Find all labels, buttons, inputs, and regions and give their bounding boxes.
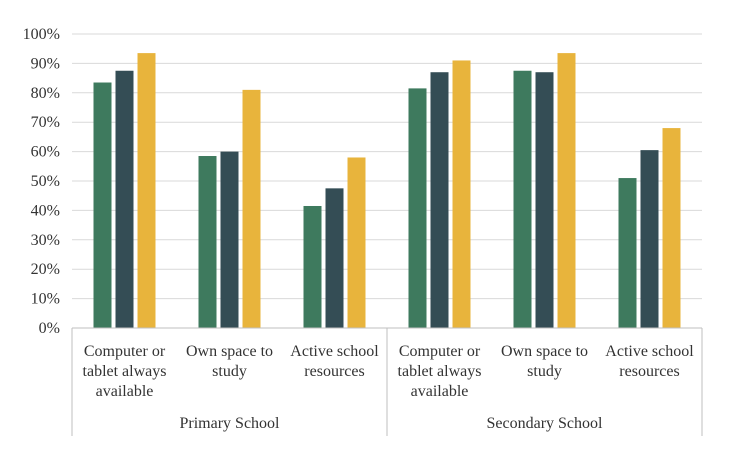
axes bbox=[71, 327, 703, 436]
bar bbox=[408, 88, 427, 328]
bar bbox=[452, 60, 471, 329]
y-tick-label: 40% bbox=[31, 202, 60, 219]
x-category-label: Own space to bbox=[501, 343, 588, 360]
bar bbox=[513, 70, 532, 328]
x-category-label: Computer or bbox=[84, 343, 166, 360]
bar bbox=[220, 151, 239, 328]
gridlines bbox=[72, 33, 702, 300]
bar bbox=[535, 72, 554, 328]
y-tick-label: 60% bbox=[31, 144, 60, 161]
y-tick-label: 0% bbox=[39, 320, 60, 337]
bar bbox=[347, 157, 366, 328]
category-labels: Computer or tablet always available Own spa… bbox=[83, 343, 695, 400]
bars bbox=[93, 53, 681, 329]
y-tick-label: 10% bbox=[31, 291, 60, 308]
x-category-label: resources bbox=[304, 363, 364, 380]
y-axis-ticks: 0% 10% 20% 30% 40% 50% 60% 70% 80% 90% 100% bbox=[23, 26, 60, 337]
x-category-label: tablet always bbox=[398, 363, 482, 380]
bar bbox=[640, 150, 659, 328]
bar bbox=[115, 70, 134, 328]
bar bbox=[137, 53, 156, 329]
y-tick-label: 30% bbox=[31, 232, 60, 249]
y-tick-label: 20% bbox=[31, 261, 60, 278]
y-tick-label: 100% bbox=[23, 26, 60, 43]
y-tick-label: 80% bbox=[31, 85, 60, 102]
bar bbox=[303, 205, 322, 328]
bar bbox=[618, 178, 637, 328]
x-category-label: study bbox=[212, 363, 247, 380]
bar bbox=[198, 156, 217, 328]
x-category-label: resources bbox=[619, 363, 679, 380]
bar bbox=[557, 53, 576, 329]
x-category-label: Computer or bbox=[399, 343, 481, 360]
y-tick-label: 50% bbox=[31, 173, 60, 190]
x-group-label: Primary School bbox=[180, 415, 281, 432]
y-tick-label: 90% bbox=[31, 55, 60, 72]
x-category-label: study bbox=[527, 363, 562, 380]
x-category-label: Own space to bbox=[186, 343, 273, 360]
bar bbox=[662, 128, 681, 328]
bar bbox=[325, 188, 344, 328]
x-category-label: Active school bbox=[605, 343, 694, 360]
y-tick-label: 70% bbox=[31, 114, 60, 131]
x-category-label: available bbox=[96, 383, 154, 400]
bar bbox=[242, 89, 261, 328]
x-category-label: tablet always bbox=[83, 363, 167, 380]
x-category-label: Active school bbox=[290, 343, 379, 360]
bar bbox=[430, 72, 449, 328]
x-group-label: Secondary School bbox=[487, 415, 604, 432]
group-labels: Primary School Secondary School bbox=[180, 415, 604, 432]
x-category-label: available bbox=[411, 383, 469, 400]
bar bbox=[93, 82, 112, 328]
